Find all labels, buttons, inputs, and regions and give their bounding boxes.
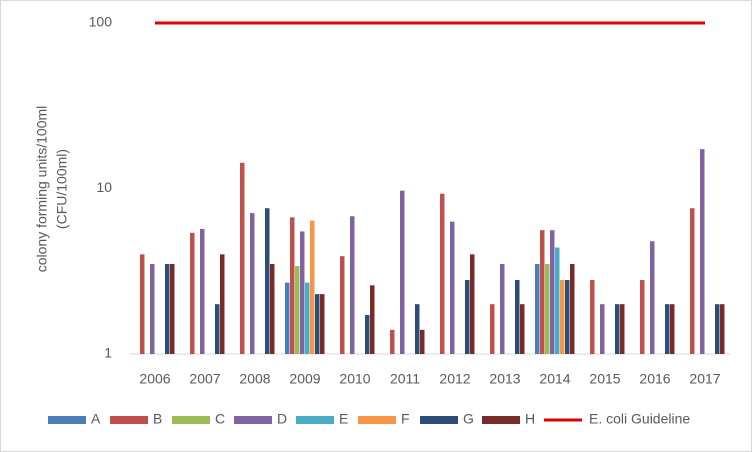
bar	[240, 162, 245, 354]
bar	[370, 285, 375, 354]
x-tick-label: 2007	[189, 371, 220, 387]
bar	[320, 294, 325, 354]
bar	[670, 304, 675, 354]
bar	[165, 263, 170, 354]
x-tick-label: 2013	[489, 371, 520, 387]
bar	[720, 304, 725, 354]
bar	[640, 279, 645, 354]
x-tick-label: 2008	[239, 371, 270, 387]
bar	[590, 279, 595, 354]
legend-label: E. coli Guideline	[589, 411, 690, 427]
bar	[270, 263, 275, 354]
bar	[550, 230, 555, 354]
bar	[310, 220, 315, 354]
y-axis-label: (CFU/100ml)	[54, 149, 70, 229]
bar	[615, 304, 620, 354]
bar	[450, 221, 455, 354]
legend-label: E	[339, 411, 348, 427]
bar	[540, 230, 545, 354]
bar	[285, 282, 290, 354]
y-tick-label: 10	[96, 179, 112, 195]
y-axis-label: colony forming units/100ml	[34, 106, 50, 273]
legend-label: D	[277, 411, 287, 427]
bar	[620, 304, 625, 354]
bar	[350, 216, 355, 354]
bar	[545, 263, 550, 354]
bar	[315, 294, 320, 354]
bar	[365, 315, 370, 354]
x-tick-label: 2012	[439, 371, 470, 387]
bar	[140, 254, 145, 354]
x-tick-label: 2014	[539, 371, 570, 387]
bar	[265, 208, 270, 354]
legend-swatch	[48, 416, 86, 424]
bar	[600, 304, 605, 354]
bar	[555, 247, 560, 354]
bar	[415, 304, 420, 354]
x-tick-label: 2006	[139, 371, 170, 387]
bar	[715, 304, 720, 354]
bar	[250, 213, 255, 354]
bar	[390, 329, 395, 354]
bar	[190, 232, 195, 354]
bar	[500, 263, 505, 354]
bar	[650, 241, 655, 354]
bar	[490, 304, 495, 354]
bar	[570, 263, 575, 354]
bar	[690, 208, 695, 354]
legend-label: C	[215, 411, 225, 427]
bar	[305, 282, 310, 354]
legend-swatch	[482, 416, 520, 424]
bar	[290, 217, 295, 354]
y-tick-label: 100	[89, 14, 113, 30]
x-tick-label: 2011	[390, 371, 420, 387]
bar	[470, 254, 475, 354]
bar	[535, 263, 540, 354]
bar	[665, 304, 670, 354]
bar	[340, 256, 345, 354]
bar	[700, 149, 705, 354]
legend-label: A	[91, 411, 101, 427]
legend-swatch	[358, 416, 396, 424]
bar	[150, 263, 155, 354]
legend-label: H	[525, 411, 535, 427]
legend-label: F	[401, 411, 410, 427]
x-tick-label: 2017	[689, 371, 720, 387]
bar	[400, 190, 405, 354]
bar	[520, 304, 525, 354]
bar	[465, 279, 470, 354]
bar	[440, 193, 445, 354]
x-tick-label: 2015	[589, 371, 620, 387]
legend-swatch	[296, 416, 334, 424]
bar	[170, 263, 175, 354]
bar	[560, 279, 565, 354]
bar	[295, 266, 300, 354]
bar	[565, 279, 570, 354]
legend-swatch	[172, 416, 210, 424]
x-tick-label: 2016	[639, 371, 670, 387]
bar	[215, 304, 220, 354]
bar	[220, 254, 225, 354]
x-tick-label: 2009	[289, 371, 320, 387]
bar	[420, 329, 425, 354]
legend-label: G	[463, 411, 474, 427]
legend-swatch	[110, 416, 148, 424]
legend-swatch	[420, 416, 458, 424]
x-tick-label: 2010	[339, 371, 370, 387]
legend-label: B	[153, 411, 162, 427]
y-tick-label: 1	[104, 345, 112, 361]
bar	[515, 279, 520, 354]
bar	[300, 231, 305, 354]
bar	[200, 228, 205, 354]
legend-swatch	[234, 416, 272, 424]
